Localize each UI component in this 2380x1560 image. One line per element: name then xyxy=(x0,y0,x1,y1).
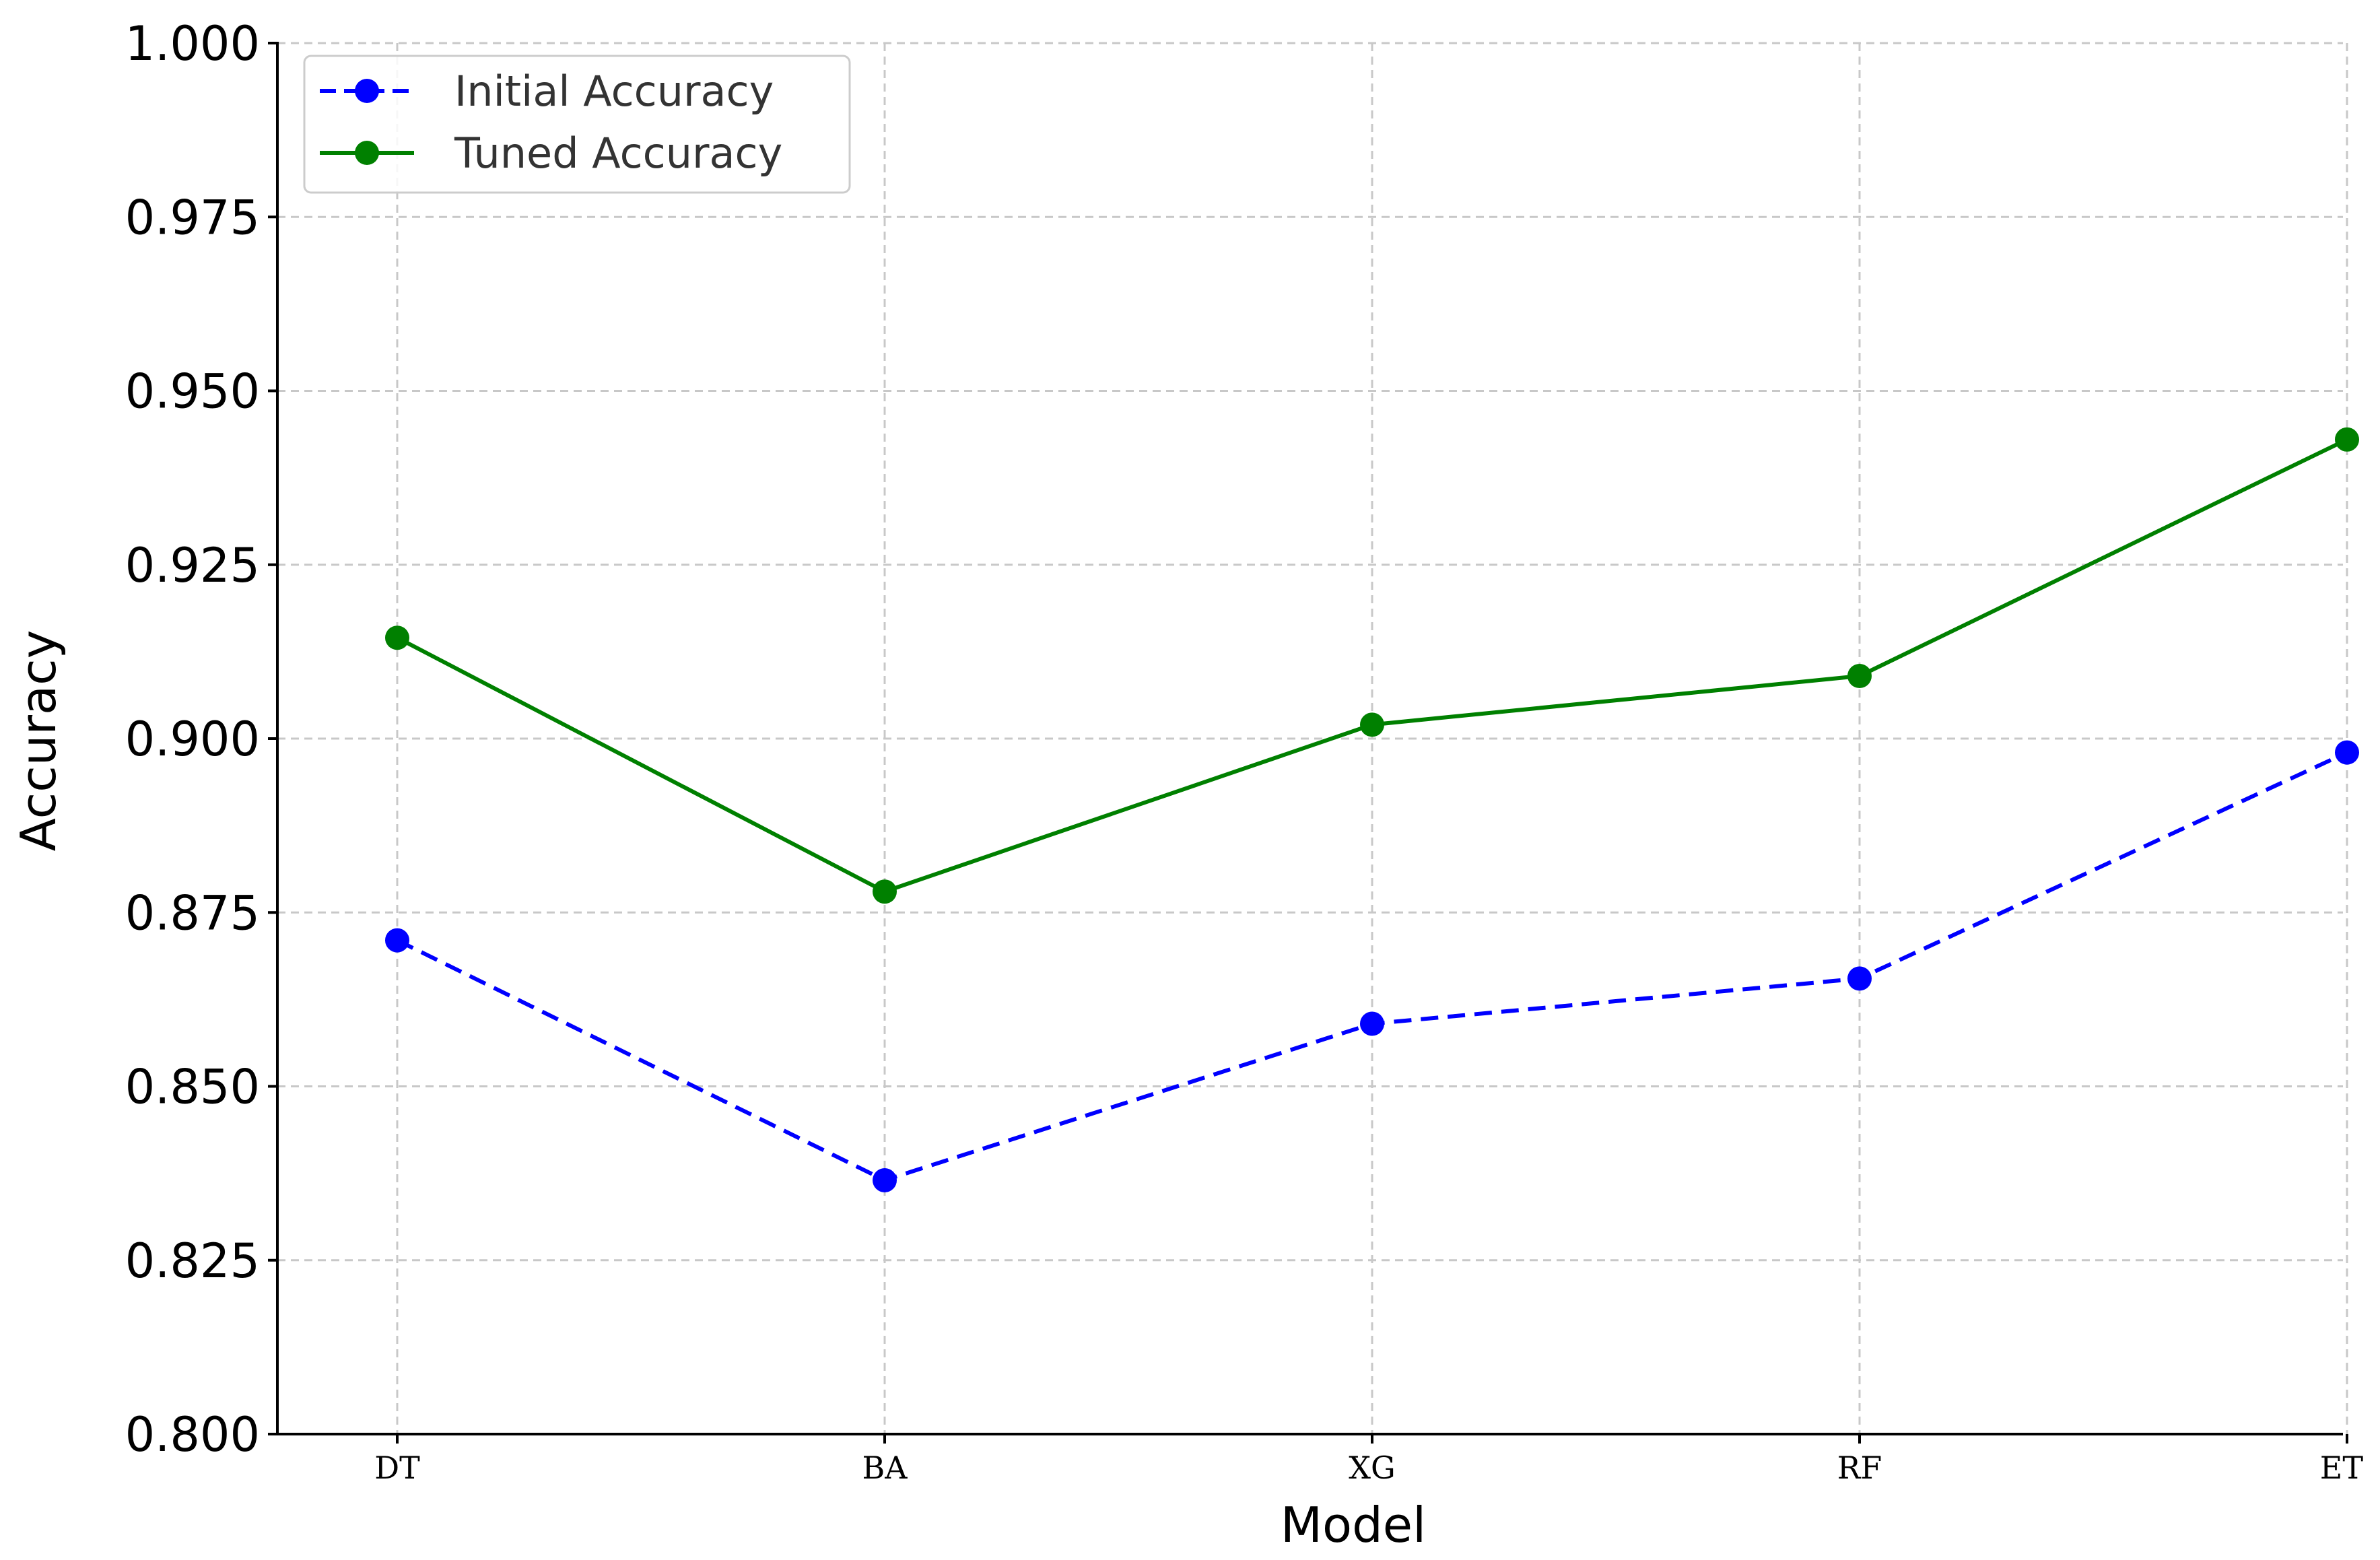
x-tick-label-xg: XG xyxy=(1349,1450,1396,1486)
data-point-tuned-accuracy-rf xyxy=(1847,664,1872,689)
data-point-tuned-accuracy-et xyxy=(2335,427,2359,452)
axes xyxy=(268,42,2348,1444)
x-tick-label-et: ET xyxy=(2320,1450,2364,1486)
y-axis-title: Accuracy xyxy=(10,630,67,852)
data-point-tuned-accuracy-ba xyxy=(873,879,897,904)
tick-labels: 0.800 0.825 0.850 0.875 0.900 0.925 0.950 0.975… xyxy=(125,16,2364,1486)
y-tick-label: 0.875 xyxy=(125,885,260,941)
y-tick-label: 0.800 xyxy=(125,1407,260,1462)
y-tick-label: 0.900 xyxy=(125,712,260,767)
legend-box xyxy=(303,55,851,194)
y-tick-label: 0.925 xyxy=(125,538,260,593)
data-point-tuned-accuracy-xg xyxy=(1360,712,1384,737)
data-point-tuned-accuracy-dt xyxy=(385,625,409,650)
data-point-initial-accuracy-et xyxy=(2335,740,2359,765)
series-layer xyxy=(385,427,2359,1192)
y-tick-label: 0.850 xyxy=(125,1060,260,1115)
legend-label-initial-accuracy: Initial Accuracy xyxy=(454,67,774,116)
y-tick-label: 0.975 xyxy=(125,190,260,245)
y-tick-label: 0.825 xyxy=(125,1233,260,1289)
y-tick-label: 1.000 xyxy=(125,16,260,71)
data-point-initial-accuracy-dt xyxy=(385,928,409,953)
data-point-initial-accuracy-xg xyxy=(1360,1011,1384,1036)
legend-marker-initial-accuracy xyxy=(355,79,379,103)
x-tick-label-rf: RF xyxy=(1837,1450,1882,1486)
legend-label-tuned-accuracy: Tuned Accuracy xyxy=(454,129,782,178)
data-point-initial-accuracy-rf xyxy=(1847,966,1872,991)
y-tick-label: 0.950 xyxy=(125,364,260,419)
x-tick-label-ba: BA xyxy=(862,1450,908,1486)
x-tick-label-dt: DT xyxy=(374,1450,420,1486)
data-point-initial-accuracy-ba xyxy=(873,1167,897,1192)
legend-marker-tuned-accuracy xyxy=(355,141,379,165)
x-axis-title: Model xyxy=(1281,1497,1426,1553)
legend: Initial Accuracy Tuned Accuracy xyxy=(303,55,851,194)
grid xyxy=(277,42,2348,1435)
